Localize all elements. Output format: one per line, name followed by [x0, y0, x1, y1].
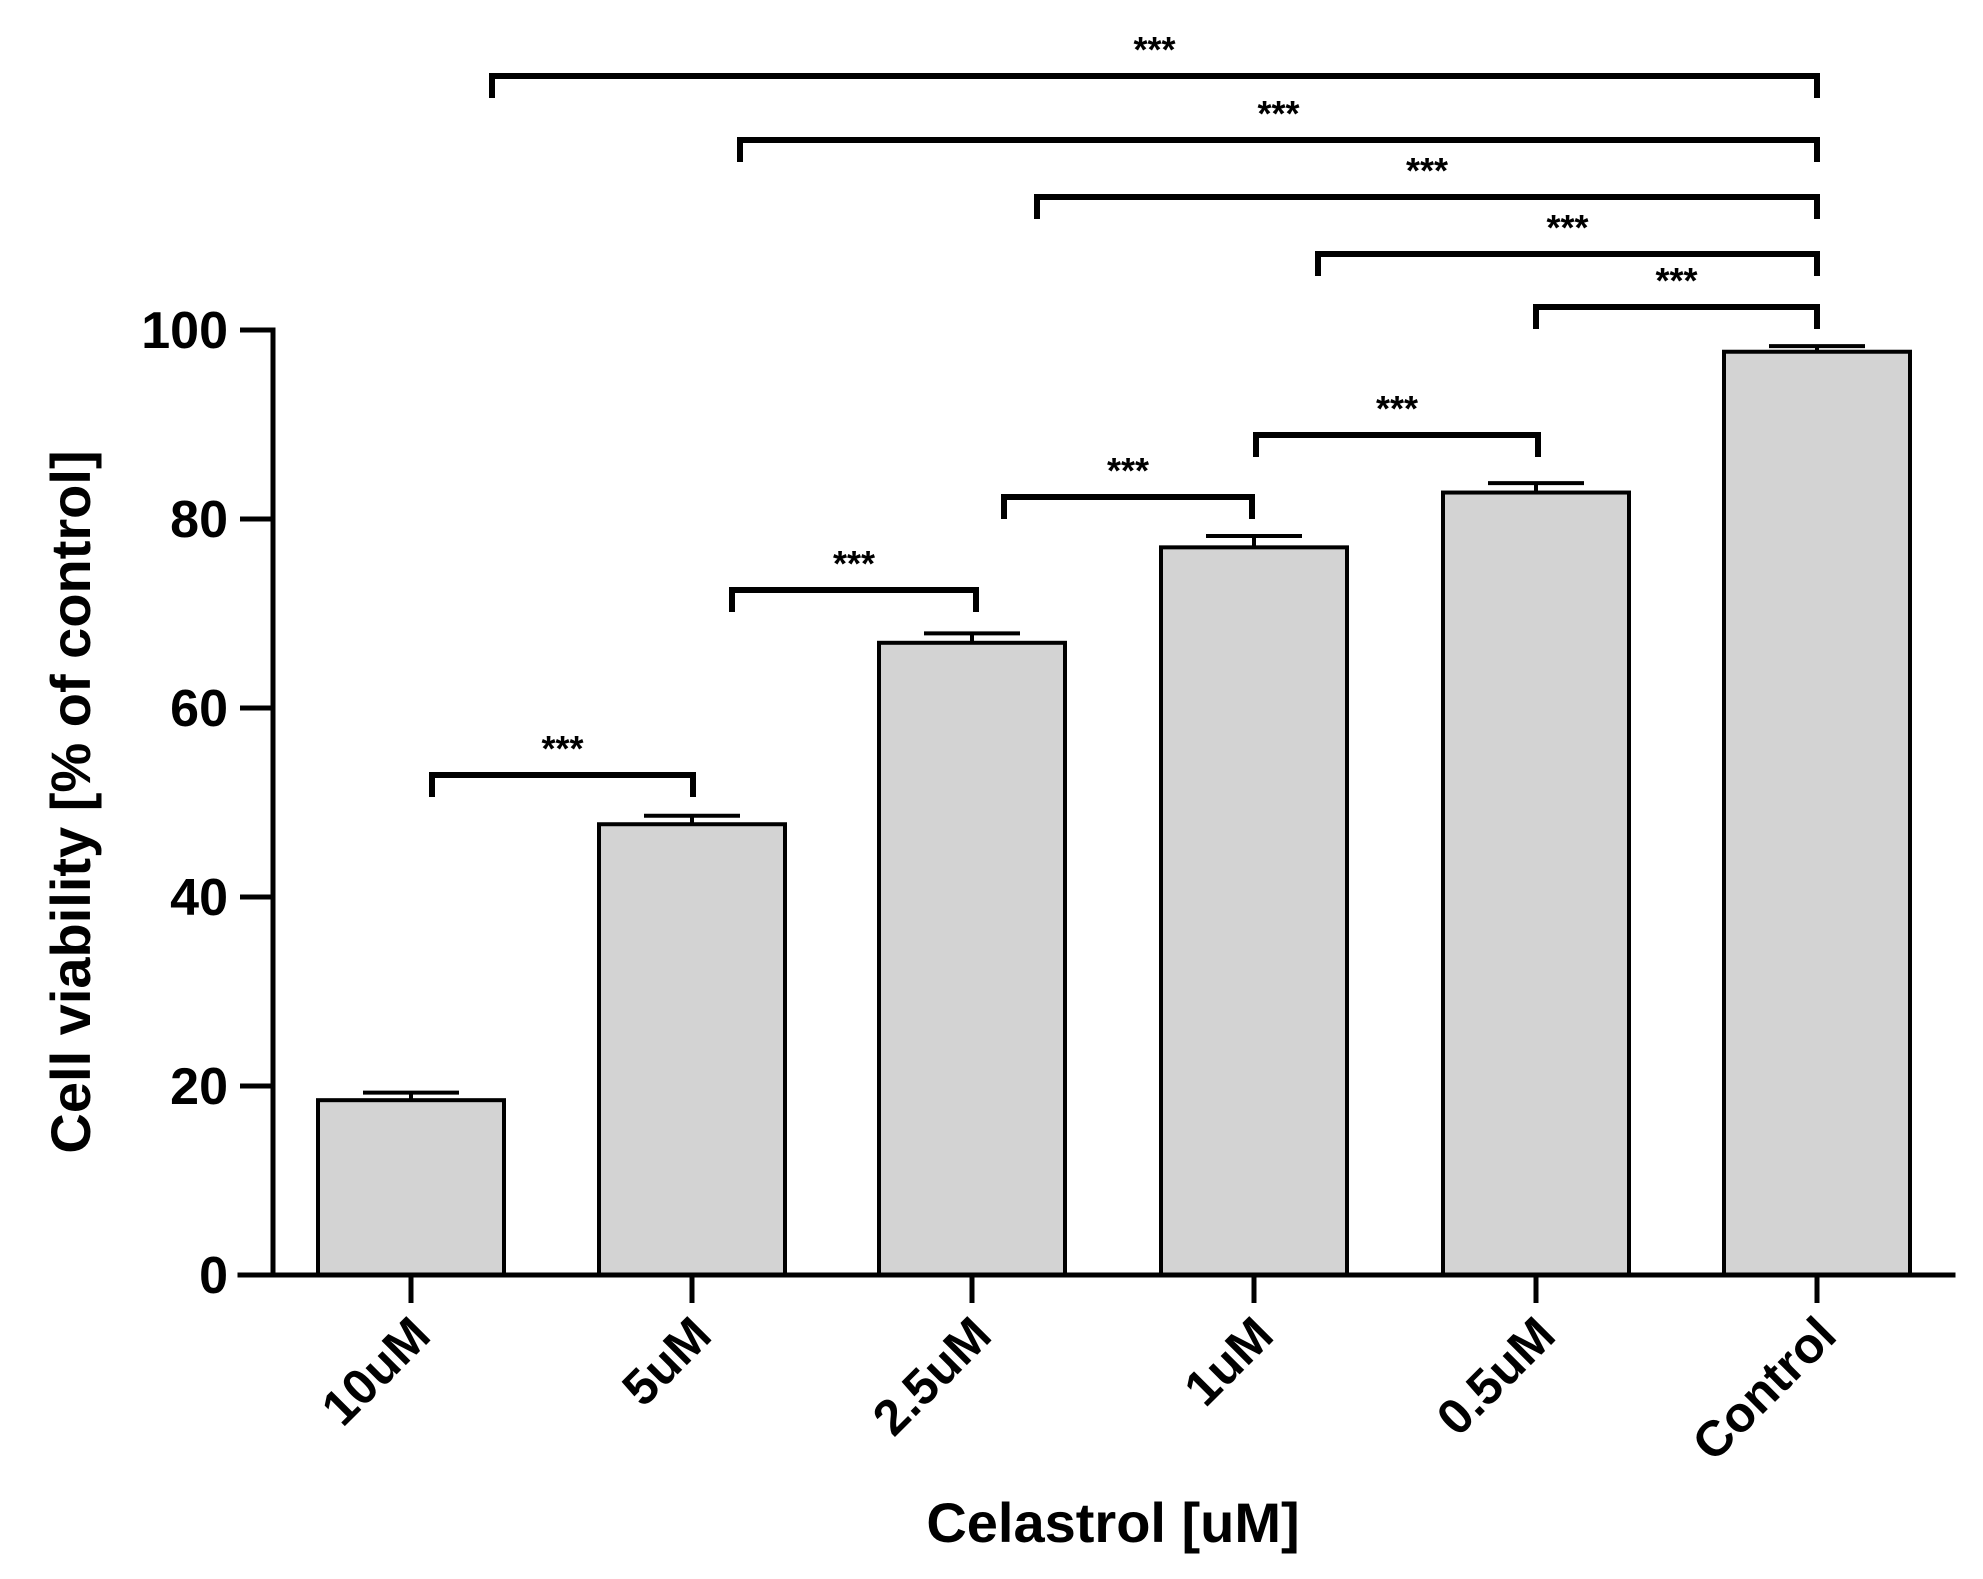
bar-5uM	[597, 822, 787, 1277]
significance-label: ***	[1257, 93, 1299, 134]
significance-label: ***	[1546, 207, 1588, 248]
y-tick-label: 0	[199, 1247, 228, 1305]
x-tick-label: 5uM	[611, 1306, 721, 1416]
error-bar-0.5uM	[1488, 481, 1584, 493]
significance-bracket	[1253, 432, 1541, 457]
x-tick-label: 10uM	[311, 1306, 441, 1436]
significance-label: ***	[541, 728, 583, 769]
significance-bracket	[1034, 194, 1820, 219]
y-tick-label: 80	[170, 491, 228, 549]
axes-layer	[237, 327, 1956, 1278]
significance-bracket	[489, 73, 1820, 98]
significance-bracket	[1533, 304, 1820, 329]
bar-10uM	[316, 1098, 506, 1278]
bar-2.5uM	[877, 640, 1067, 1277]
error-bar-Control	[1769, 344, 1865, 352]
y-tick-label: 60	[170, 680, 228, 738]
x-tick-label: Control	[1682, 1306, 1847, 1471]
significance-label: ***	[833, 543, 875, 584]
significance-label: ***	[1107, 450, 1149, 491]
error-bar-2.5uM	[924, 631, 1020, 643]
significance-label: ***	[1655, 260, 1697, 301]
y-ticks-layer: 0 20 40 60 80 100	[141, 302, 273, 1305]
significance-bracket	[1315, 251, 1820, 276]
significance-label: ***	[1406, 150, 1448, 191]
significance-layer: *** *** *** *** *** *** *** *** ***	[429, 29, 1820, 797]
y-tick-label: 40	[170, 869, 228, 927]
significance-label: ***	[1376, 388, 1418, 429]
significance-bracket	[429, 772, 696, 797]
x-tick-label: 2.5uM	[862, 1306, 1002, 1446]
significance-bracket	[1001, 494, 1255, 519]
x-axis-title: Celastrol [uM]	[926, 1491, 1299, 1554]
y-tick-label: 100	[141, 302, 228, 360]
bar-Control	[1722, 349, 1912, 1277]
bars-layer	[316, 349, 1912, 1278]
error-bars-layer	[363, 344, 1865, 1101]
error-bar-10uM	[363, 1090, 459, 1101]
y-axis-title: Cell viability [% of control]	[39, 450, 102, 1153]
significance-label: ***	[1133, 29, 1175, 70]
x-tick-label: 1uM	[1173, 1306, 1283, 1416]
x-tick-label: 0.5uM	[1426, 1306, 1566, 1446]
error-bar-5uM	[644, 813, 740, 825]
significance-bracket	[729, 587, 979, 612]
bar-0.5uM	[1441, 490, 1631, 1278]
bar-1uM	[1159, 545, 1349, 1277]
error-bar-1uM	[1206, 534, 1302, 548]
y-tick-label: 20	[170, 1058, 228, 1116]
x-ticks-layer: 10uM 5uM 2.5uM 1uM 0.5uM Control	[311, 1275, 1847, 1471]
significance-bracket	[737, 137, 1820, 162]
